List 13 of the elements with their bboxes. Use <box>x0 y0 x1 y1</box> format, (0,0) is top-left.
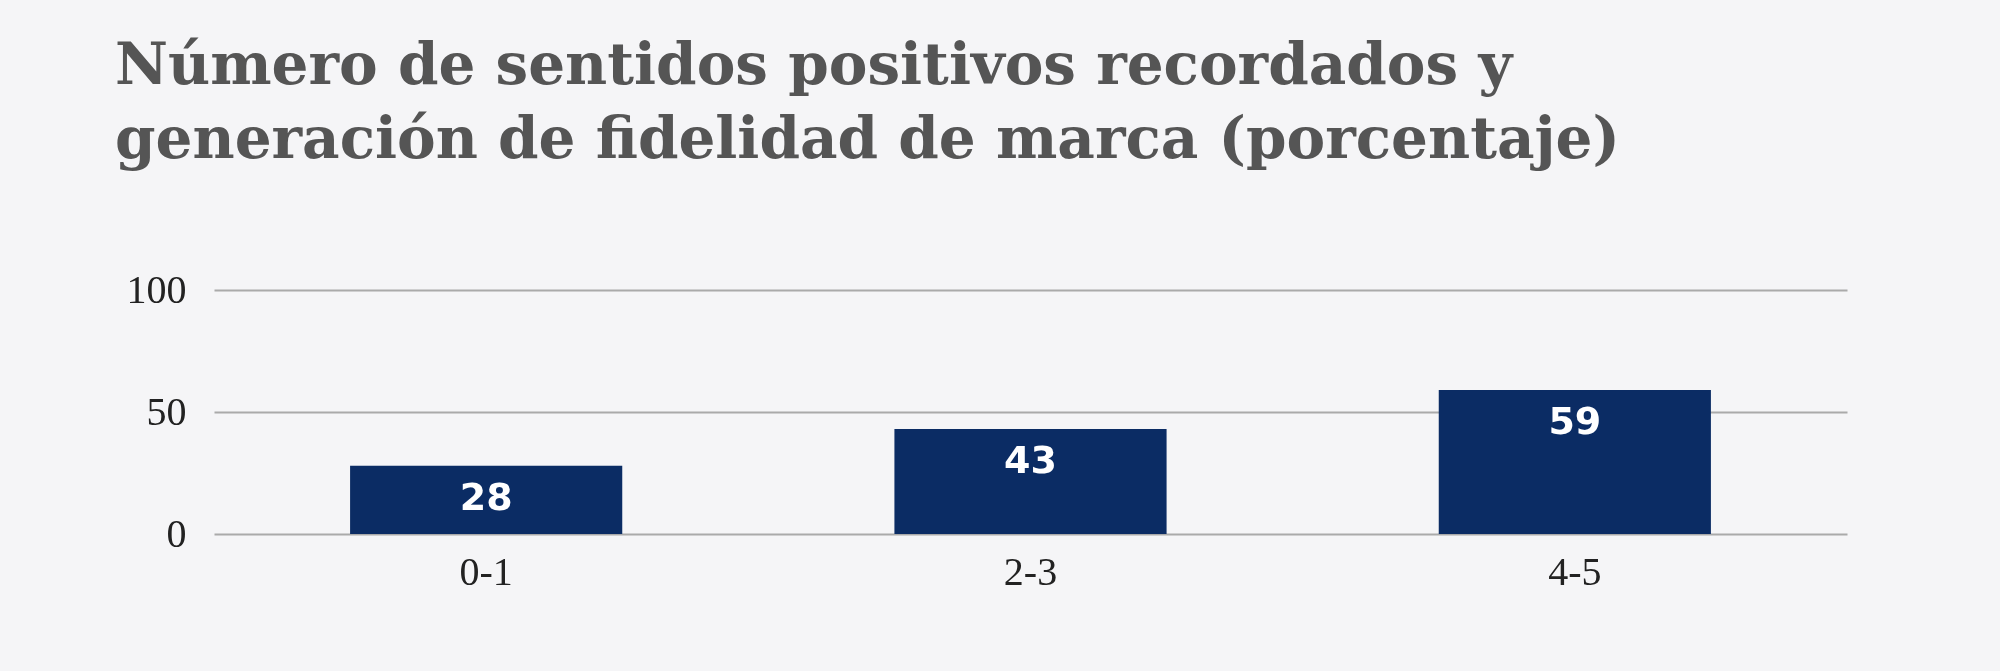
chart-title: Número de sentidos positivos recordados y generación de fidelidad de marca (porcentaje) <box>115 30 1620 172</box>
bar <box>894 429 1167 534</box>
data-label: 28 <box>459 474 513 519</box>
bar <box>1438 390 1711 534</box>
data-label: 59 <box>1548 399 1602 444</box>
bar <box>350 465 623 534</box>
y-tick-label: 0 <box>166 510 187 556</box>
y-tick-label: 100 <box>126 266 187 312</box>
x-tick-label: 0-1 <box>459 548 513 594</box>
data-label: 43 <box>1004 438 1057 483</box>
y-tick-label: 50 <box>146 388 187 434</box>
x-tick-label: 2-3 <box>1003 548 1058 594</box>
x-tick-label: 4-5 <box>1548 548 1602 594</box>
